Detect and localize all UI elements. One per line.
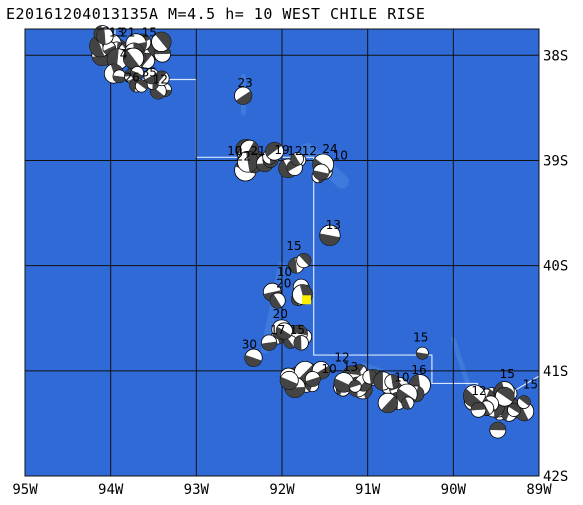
longitude-label: 95W [12,482,38,498]
focal-mechanism [319,224,341,246]
depth-label: 13 [343,360,358,374]
event-header: E20161204013135A M=4.5 h= 10 WEST CHILE … [6,5,426,23]
latitude-label: 38S [543,48,568,64]
longitude-label: 90W [441,482,467,498]
longitude-label: 94W [98,482,124,498]
depth-label: 21 [120,25,135,39]
depth-label: 12 [302,144,317,158]
focal-mechanisms [89,25,535,439]
latitude-label: 39S [543,153,568,169]
focal-mechanism [244,348,263,367]
depth-label: 15 [413,330,428,344]
focal-mechanism [507,403,521,417]
longitude-label: 91W [355,482,381,498]
focal-mechanism [265,141,284,161]
latitude-label: 42S [543,469,568,485]
focal-mechanism [415,346,429,360]
depth-label: 22 [236,149,251,163]
depth-label: 12 [471,384,486,398]
depth-label: 10 [394,370,409,384]
depth-label: 16 [411,363,426,377]
focal-mechanism [401,396,415,410]
focal-mechanism [283,335,298,349]
focal-mechanism [290,152,304,166]
depth-label: 15 [500,367,515,381]
focal-mechanism [489,421,507,439]
axis-labels: 95W 94W 93W 92W 91W 90W 89W 38S 39S 40S 41S 42S [12,48,568,498]
depth-label: 20 [276,277,291,291]
depth-label: 21 [250,144,265,158]
focal-mechanism [494,386,515,407]
focal-mechanism [333,372,355,393]
depth-label: 12 [334,350,349,364]
focal-mechanism [312,163,330,181]
depth-label: 10 [227,144,242,158]
longitude-label: 92W [269,482,295,498]
depth-label: 15 [290,323,305,337]
focal-mechanism [134,79,149,93]
focal-mechanism [237,150,259,173]
depth-label: 15 [523,378,538,392]
focal-mechanism [384,374,400,390]
depth-label: 26 [124,71,139,85]
focal-mechanism [234,86,253,105]
depth-label: 20 [273,307,288,321]
focal-mechanism [279,370,299,390]
focal-mechanism [293,335,309,351]
focal-mechanism [151,31,172,52]
focal-mechanism [304,371,321,387]
depth-label: 10 [277,265,292,279]
focal-mechanism [96,27,114,45]
depth-label: 19 [274,143,289,157]
focal-mechanism [517,395,531,409]
depth-label: 12 [153,73,168,87]
map-frame [24,28,540,477]
depth-label: 15 [142,25,157,39]
longitude-label: 89W [526,482,552,498]
latitude-label: 40S [543,259,568,275]
focal-mechanism [377,392,399,414]
depth-label: 15 [286,239,301,253]
depth-label: 35 [142,65,157,79]
depth-label: 13 [326,218,341,232]
longitude-label: 93W [184,482,210,498]
depth-label: 24 [322,142,337,156]
focal-mechanism [348,379,362,393]
depth-label: 12 [287,144,302,158]
focal-mechanism [269,292,286,309]
focal-mechanism [470,402,487,418]
focal-mechanism [275,322,293,340]
focal-mechanism [260,334,278,351]
focal-mechanism [154,70,170,87]
depth-label: 10 [333,148,348,162]
focal-mechanism [112,69,127,84]
depth-label: 17 [270,323,285,337]
depth-label: 30 [242,338,257,352]
focal-mechanism [296,253,312,269]
depth-label: 23 [238,76,253,90]
depth-label: 4 [120,47,128,61]
event-epicenter-marker [301,295,311,305]
current-event-marker [301,295,311,305]
latitude-label: 41S [543,364,568,380]
focal-mechanism [130,66,145,80]
depth-label: 10 [321,362,336,376]
